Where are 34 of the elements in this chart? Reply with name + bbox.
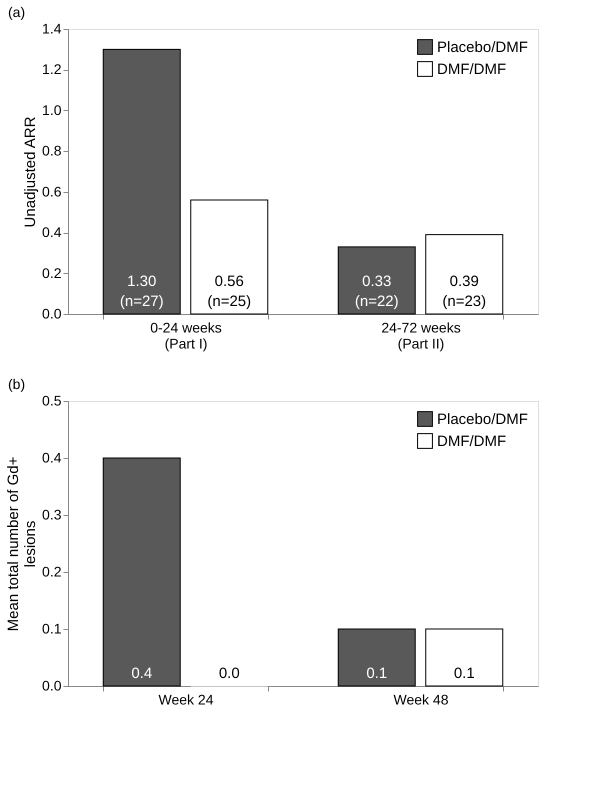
chart-title: (a) xyxy=(8,4,26,20)
x-tick-label: Week 24 xyxy=(158,692,214,708)
y-axis-title: Mean total number of Gd+ lesions xyxy=(5,456,40,632)
y-tick-label: 0.0 xyxy=(42,678,62,694)
y-tick-label: 0.8 xyxy=(42,142,62,159)
text: 1.30 (n=27) xyxy=(120,273,164,310)
y-axis-title: Unadjusted ARR xyxy=(22,116,40,228)
y-tick-label: 0.5 xyxy=(42,392,62,408)
data-label: 0.1 xyxy=(366,665,388,682)
y-tick-label: 0.2 xyxy=(42,264,62,281)
data-label: 0.1 xyxy=(454,665,475,682)
legend-label: Placebo/DMF xyxy=(437,39,528,56)
y-tick-label: 0.3 xyxy=(42,506,62,522)
y-tick-label: 0.1 xyxy=(42,620,62,636)
text: 0.56 (n=25) xyxy=(207,273,252,310)
y-tick-label: 1.0 xyxy=(42,102,62,118)
text: 0.33 (n=22) xyxy=(354,273,399,310)
legend-label: DMF/DMF xyxy=(437,61,506,78)
legend-label: Placebo/DMF xyxy=(437,411,528,428)
x-tick-label: Week 48 xyxy=(394,692,449,708)
legend-label: DMF/DMF xyxy=(437,433,506,450)
y-tick-label: 0.4 xyxy=(42,450,62,466)
y-tick-label: 0.4 xyxy=(42,224,62,240)
x-tick-label: 24-72 weeks (Part II) xyxy=(381,320,461,352)
y-tick-label: 0.2 xyxy=(42,564,62,580)
y-tick-label: 0.6 xyxy=(42,183,62,200)
text: 0.39 (n=23) xyxy=(442,273,486,310)
data-label: 0.4 xyxy=(131,665,152,682)
data-label: 0.0 xyxy=(218,665,240,682)
y-tick-label: 1.2 xyxy=(42,61,62,78)
chart-title: (b) xyxy=(8,376,26,392)
y-tick-label: 1.4 xyxy=(42,20,62,36)
y-tick-label: 0.0 xyxy=(42,306,62,322)
x-tick-label: 0-24 weeks (Part I) xyxy=(150,320,222,352)
